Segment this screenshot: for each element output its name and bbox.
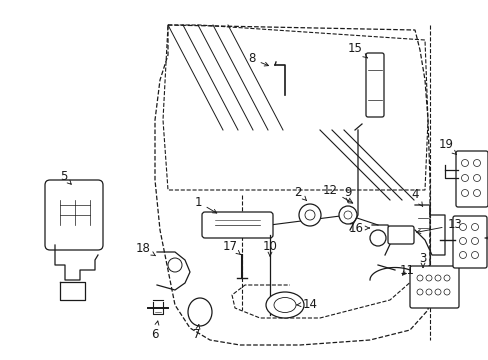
Circle shape <box>434 275 440 281</box>
Text: 3: 3 <box>418 252 426 267</box>
Circle shape <box>461 159 468 166</box>
Text: 20: 20 <box>484 231 488 244</box>
Text: 9: 9 <box>344 185 351 202</box>
FancyBboxPatch shape <box>45 180 103 250</box>
Text: 8: 8 <box>248 53 268 66</box>
FancyBboxPatch shape <box>387 226 413 244</box>
Text: 13: 13 <box>416 219 462 234</box>
Text: 17: 17 <box>222 239 240 255</box>
Circle shape <box>472 175 480 181</box>
FancyBboxPatch shape <box>365 53 383 117</box>
Circle shape <box>443 275 449 281</box>
Circle shape <box>425 275 431 281</box>
Ellipse shape <box>273 297 295 312</box>
Text: 5: 5 <box>60 171 71 184</box>
Circle shape <box>459 238 466 244</box>
Text: 6: 6 <box>151 321 159 341</box>
Circle shape <box>472 189 480 197</box>
Circle shape <box>443 289 449 295</box>
Circle shape <box>425 289 431 295</box>
Circle shape <box>470 224 478 230</box>
Text: 19: 19 <box>438 139 455 154</box>
FancyBboxPatch shape <box>202 212 272 238</box>
Text: 7: 7 <box>193 325 201 341</box>
Ellipse shape <box>265 292 304 318</box>
Text: 15: 15 <box>347 41 366 58</box>
Circle shape <box>434 289 440 295</box>
Circle shape <box>461 189 468 197</box>
Text: 18: 18 <box>135 242 155 256</box>
Ellipse shape <box>187 298 212 326</box>
Text: 12: 12 <box>322 184 352 203</box>
Circle shape <box>338 206 356 224</box>
Circle shape <box>168 258 182 272</box>
Text: 1: 1 <box>194 195 216 213</box>
Circle shape <box>470 238 478 244</box>
Circle shape <box>472 159 480 166</box>
FancyBboxPatch shape <box>409 266 458 308</box>
Text: 2: 2 <box>294 185 306 201</box>
Circle shape <box>369 230 385 246</box>
Circle shape <box>416 289 422 295</box>
Circle shape <box>470 252 478 258</box>
Circle shape <box>416 275 422 281</box>
Circle shape <box>459 252 466 258</box>
Circle shape <box>461 175 468 181</box>
FancyBboxPatch shape <box>452 216 486 268</box>
FancyBboxPatch shape <box>455 151 487 207</box>
Text: 11: 11 <box>399 264 414 276</box>
Text: 10: 10 <box>262 239 277 256</box>
Circle shape <box>343 211 351 219</box>
Text: 16: 16 <box>348 221 368 234</box>
Circle shape <box>459 224 466 230</box>
Text: 14: 14 <box>296 297 317 310</box>
Circle shape <box>298 204 320 226</box>
Circle shape <box>305 210 314 220</box>
Text: 4: 4 <box>410 189 422 207</box>
